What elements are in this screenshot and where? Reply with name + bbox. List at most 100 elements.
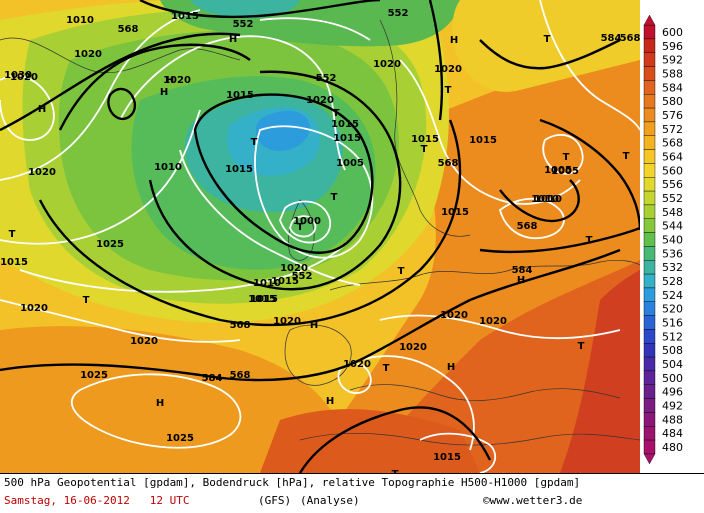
geopotential-label: 584 — [202, 373, 223, 384]
color-scale-band — [643, 412, 656, 427]
color-scale-label: 544 — [662, 220, 683, 233]
topo-fill-south-red — [260, 409, 480, 473]
color-scale-label: 540 — [662, 234, 683, 247]
color-scale-arrow-bottom — [643, 453, 656, 465]
color-scale-label: 564 — [662, 151, 683, 164]
pressure-label: 1020 — [163, 75, 191, 86]
color-scale-label: 524 — [662, 289, 683, 302]
pressure-label: 1015 — [441, 207, 469, 218]
color-scale-label: 508 — [662, 344, 683, 357]
low-symbol: T — [586, 235, 593, 246]
high-symbol: H — [160, 87, 168, 98]
color-scale-band — [643, 273, 656, 289]
pressure-label: 1015 — [469, 135, 497, 146]
pressure-label: 1015 — [171, 11, 199, 22]
low-symbol: T — [83, 295, 90, 306]
low-symbol: T — [623, 151, 630, 162]
topo-fill-orange-south — [0, 326, 360, 473]
color-scale-arrow-top — [643, 14, 656, 26]
pressure-label: 1015 — [333, 133, 361, 144]
high-symbol: H — [166, 75, 174, 86]
geopotential-label: 552 — [316, 73, 337, 84]
color-scale-band — [643, 135, 656, 150]
geopotential-label: 568 — [620, 33, 640, 44]
copyright-link[interactable]: ©www.wetter3.de — [483, 494, 583, 507]
topo-fill-blue — [255, 110, 310, 152]
color-scale-label: 600 — [662, 26, 683, 39]
low-symbol: T — [297, 222, 304, 233]
pressure-label: 1020 — [373, 59, 401, 70]
geopotential-label: 552 — [233, 19, 254, 30]
map-footer: 500 hPa Geopotential [gpdam], Bodendruck… — [0, 473, 704, 513]
low-symbol: T — [398, 266, 405, 277]
geopotential-label: 568 — [438, 158, 459, 169]
color-scale-label: 504 — [662, 358, 683, 371]
color-scale-label: 556 — [662, 178, 683, 191]
low-symbol: T — [563, 152, 570, 163]
high-symbol: H — [38, 104, 46, 115]
color-scale-label: 500 — [662, 372, 683, 385]
coastline-europe — [329, 260, 640, 291]
pressure-label: 1015 — [331, 119, 359, 130]
color-scale-band — [643, 232, 656, 247]
high-symbol: H — [229, 34, 237, 45]
pressure-label: 1010 — [154, 162, 182, 173]
low-symbol: T — [9, 229, 16, 240]
color-scale-label: 572 — [662, 123, 683, 136]
map-description: 500 hPa Geopotential [gpdam], Bodendruck… — [4, 476, 581, 489]
pressure-label: 1020 — [399, 342, 427, 353]
color-scale-label: 492 — [662, 400, 683, 413]
pressure-label: 1020 — [434, 64, 462, 75]
color-scale-band — [643, 370, 656, 385]
color-scale-band — [643, 149, 656, 164]
pressure-label: 1015 — [0, 257, 28, 268]
pressure-label: 1015 — [248, 294, 276, 305]
color-scale-band — [643, 439, 656, 455]
high-symbol: H — [156, 398, 164, 409]
color-scale-label: 520 — [662, 303, 683, 316]
map-time: 12 UTC — [149, 494, 190, 507]
pressure-label: 1010 — [66, 15, 94, 26]
pressure-label: 1020 — [74, 49, 102, 60]
low-symbol: T — [392, 469, 399, 473]
color-scale-label: 552 — [662, 192, 683, 205]
map-date: Samstag, 16-06-2012 — [4, 494, 130, 507]
color-scale-label: 532 — [662, 261, 683, 274]
color-scale-band — [643, 301, 656, 316]
color-scale-band — [643, 204, 656, 219]
color-scale-label: 528 — [662, 275, 683, 288]
pressure-label: 1015 — [411, 134, 439, 145]
low-symbol: T — [578, 341, 585, 352]
pressure-label: 1020 — [273, 316, 301, 327]
color-scale-band — [643, 177, 656, 192]
isobars — [0, 0, 640, 473]
geopotential-label: 568 — [118, 24, 139, 35]
pressure-label: 1025 — [166, 433, 194, 444]
low-pressure-symbols: T T T T T T T T T T T T T T T T — [9, 34, 630, 473]
color-scale-band — [643, 190, 656, 206]
pressure-label: 1010 — [534, 194, 562, 205]
pressure-label: 1010 — [253, 278, 281, 289]
topo-fill-red-southeast — [360, 260, 640, 473]
color-scale-label: 596 — [662, 40, 683, 53]
weather-map: 552552552568568568568552568568584584584 … — [0, 0, 640, 473]
color-scale-band — [643, 218, 656, 233]
pressure-label: 1020 — [440, 310, 468, 321]
geopotential-label: 568 — [230, 320, 251, 331]
color-scale-band — [643, 24, 656, 40]
color-scale-band — [643, 52, 656, 67]
color-scale-label: 568 — [662, 137, 683, 150]
color-scale-label: 560 — [662, 164, 683, 177]
map-timestamp: Samstag, 16-06-2012 12 UTC — [4, 494, 189, 507]
low-symbol: T — [445, 85, 452, 96]
color-scale-band — [643, 287, 656, 302]
low-symbol: T — [333, 108, 340, 119]
coastline-mediterranean — [349, 384, 621, 401]
color-scale-band — [643, 315, 656, 330]
pressure-label: 1020 — [10, 72, 38, 83]
color-scale-band — [643, 107, 656, 123]
color-scale-bands — [643, 14, 656, 465]
color-scale-band — [643, 66, 656, 81]
color-scale-band — [643, 356, 656, 372]
